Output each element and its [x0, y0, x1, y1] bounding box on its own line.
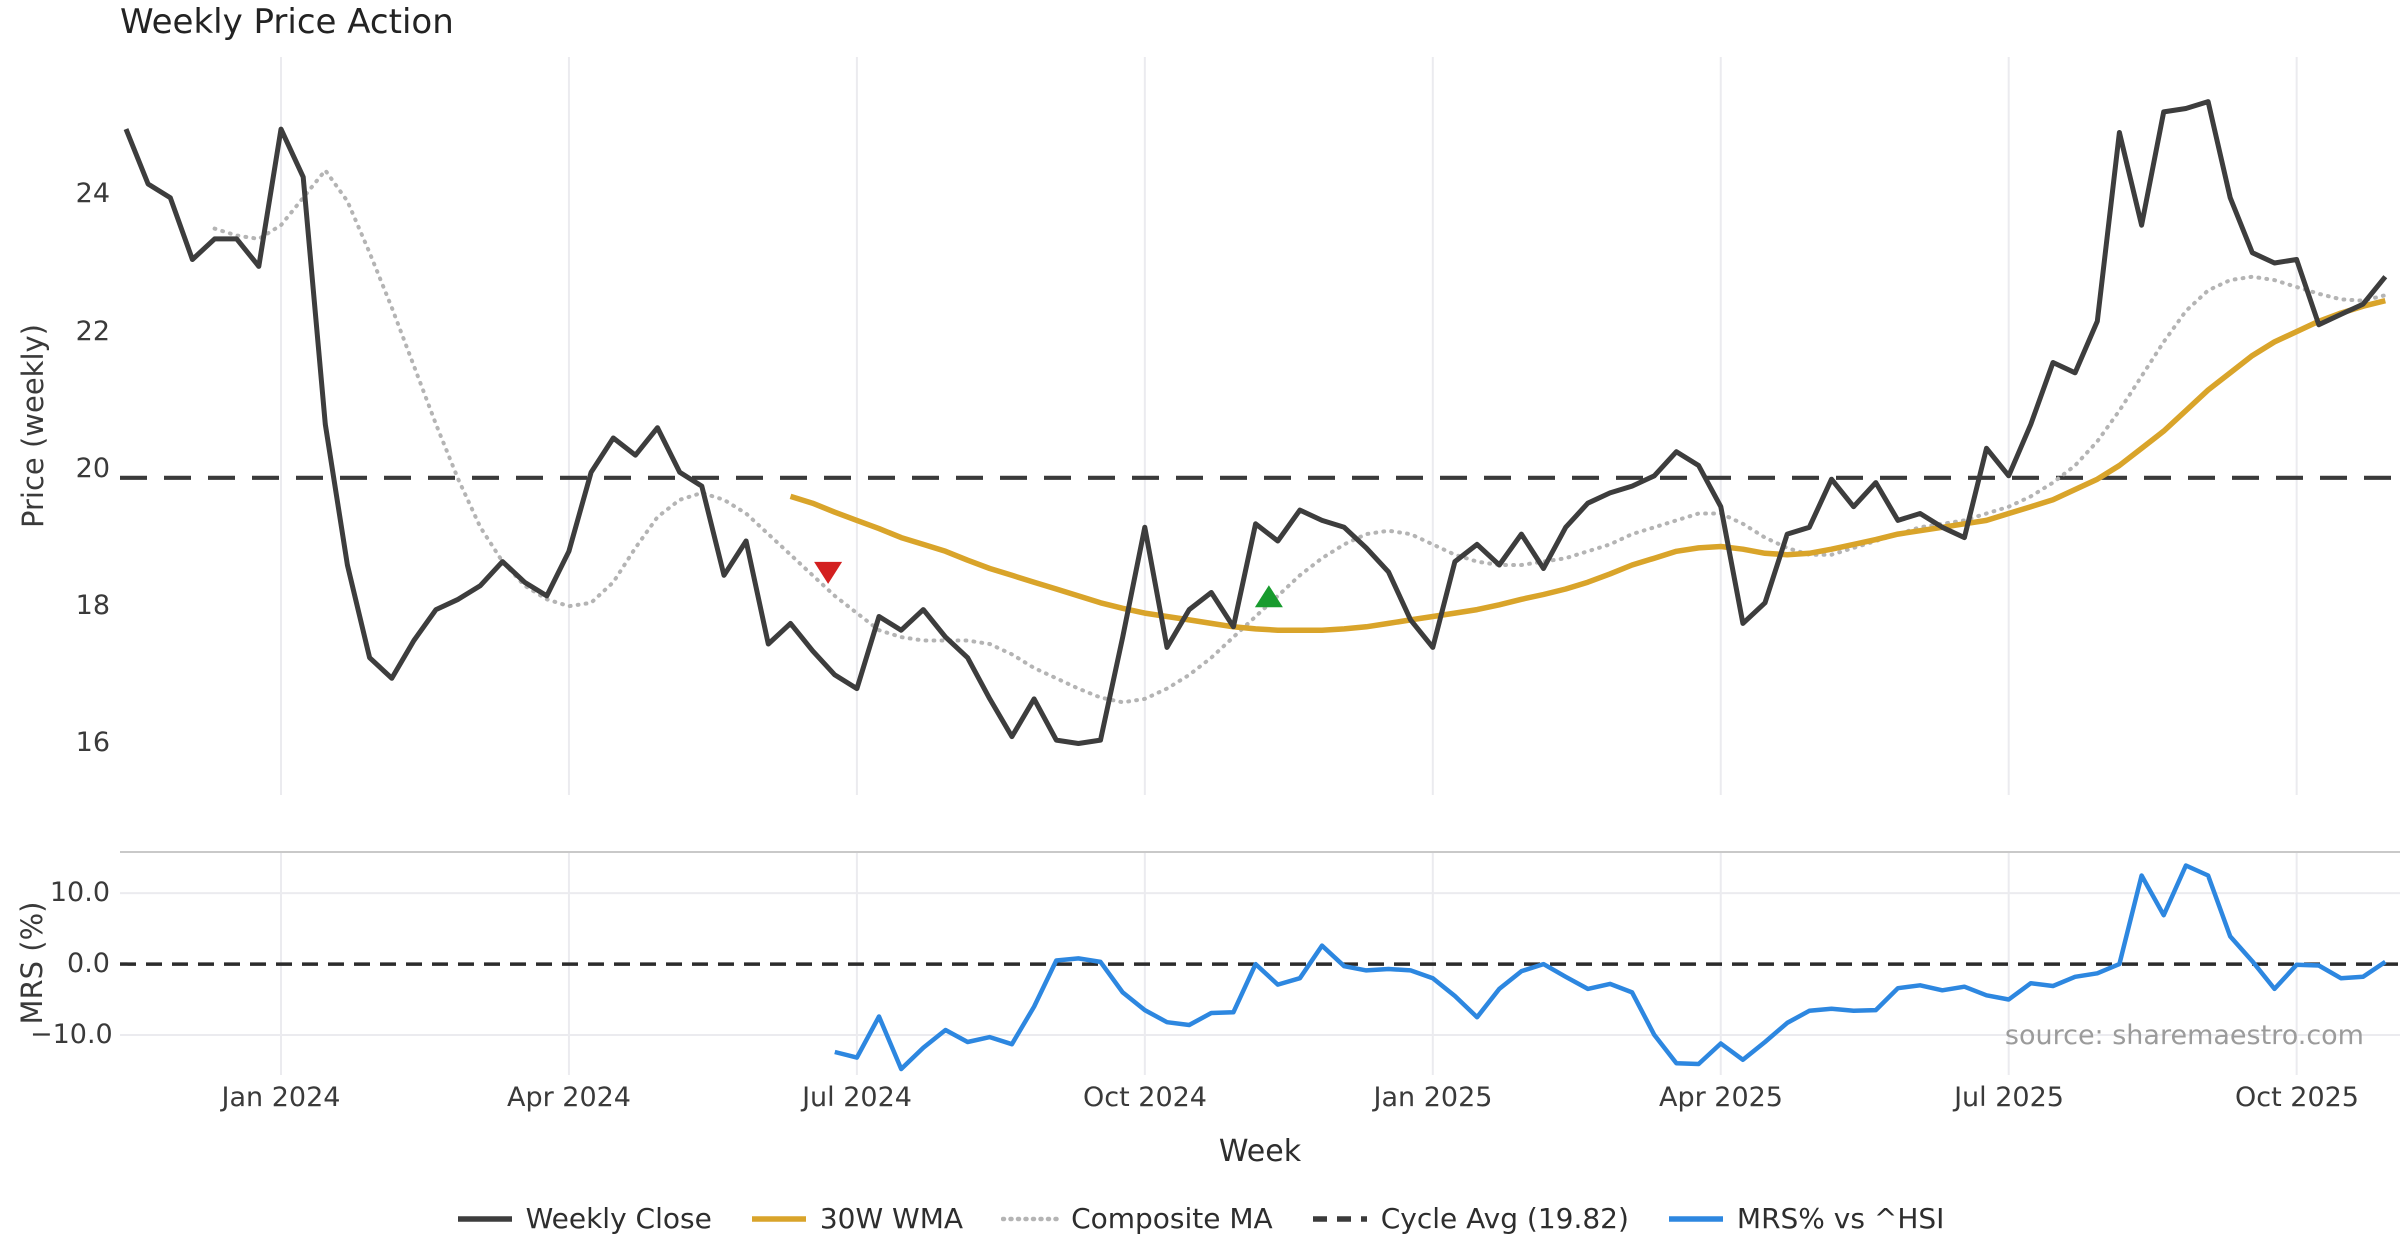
x-axis-label: Week [1218, 1134, 1302, 1169]
price-tick-22: 22 [75, 316, 110, 347]
price-tick-20: 20 [75, 453, 110, 484]
xtick-jan2024: Jan 2024 [221, 1082, 341, 1113]
dotted-line-icon [1001, 1216, 1060, 1221]
price-tick-24: 24 [75, 178, 110, 209]
mrs-line-icon [1668, 1215, 1723, 1222]
xtick-apr2025: Apr 2025 [1658, 1082, 1783, 1113]
source-note: source: sharemaestro.com [2004, 1020, 2364, 1051]
wma-line-icon [751, 1215, 806, 1222]
sell-signal-icon [814, 561, 843, 584]
legend-label: Cycle Avg (19.82) [1380, 1202, 1629, 1235]
dashed-line-icon [1312, 1215, 1367, 1222]
legend-item-mrs: MRS% vs ^HSI [1667, 1202, 1945, 1235]
legend-item-30w-wma: 30W WMA [750, 1202, 963, 1235]
legend-item-cycle-avg: Cycle Avg (19.82) [1311, 1202, 1629, 1235]
price-tick-16: 16 [75, 727, 110, 758]
mrs-axis-label: MRS (%) [15, 901, 49, 1025]
legend-label: Composite MA [1071, 1202, 1273, 1235]
xtick-oct2025: Oct 2025 [2235, 1082, 2359, 1113]
legend-label: 30W WMA [819, 1202, 964, 1235]
legend: Weekly Close 30W WMA Composite MA Cycle … [0, 1202, 2400, 1235]
legend-item-composite-ma: Composite MA [1001, 1202, 1273, 1235]
mrs-tick-0: 0.0 [67, 948, 110, 979]
legend-item-weekly-close: Weekly Close [456, 1202, 712, 1235]
xtick-oct2024: Oct 2024 [1083, 1082, 1207, 1113]
price-axis-label: Price (weekly) [16, 324, 50, 529]
weekly-close-line-icon [457, 1215, 512, 1222]
xtick-jul2025: Jul 2025 [1954, 1082, 2064, 1113]
buy-signal-icon [1254, 585, 1283, 608]
mrs-tick-neg10: −10.0 [30, 1019, 113, 1050]
xtick-apr2024: Apr 2024 [506, 1082, 631, 1113]
xtick-jan2025: Jan 2025 [1373, 1082, 1493, 1113]
page-title: Weekly Price Action [120, 2, 454, 42]
mrs-chart-canvas [120, 851, 2400, 1075]
legend-label: Weekly Close [525, 1202, 712, 1235]
price-tick-18: 18 [75, 590, 110, 621]
legend-label: MRS% vs ^HSI [1736, 1202, 1945, 1235]
xtick-jul2024: Jul 2024 [802, 1082, 912, 1113]
mrs-tick-10: 10.0 [49, 877, 110, 908]
price-chart-canvas [120, 57, 2400, 795]
